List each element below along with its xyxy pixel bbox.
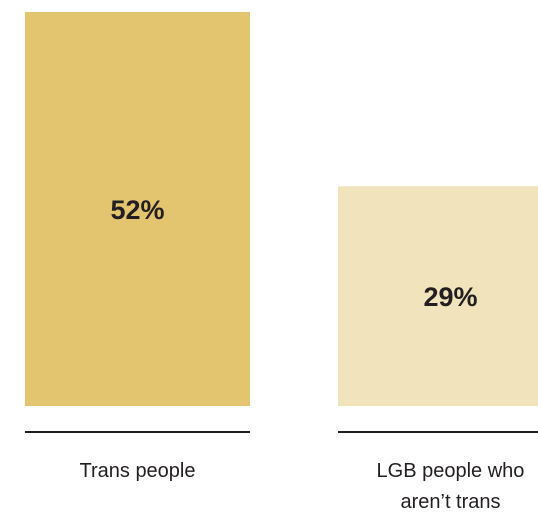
bar-value-label: 29%	[423, 282, 477, 312]
bar	[25, 12, 250, 406]
category-label: aren’t trans	[400, 491, 500, 513]
bar-value-label: 52%	[110, 195, 164, 225]
category-label: Trans people	[80, 460, 196, 482]
bar	[338, 186, 538, 406]
category-label: LGB people who	[377, 460, 525, 482]
